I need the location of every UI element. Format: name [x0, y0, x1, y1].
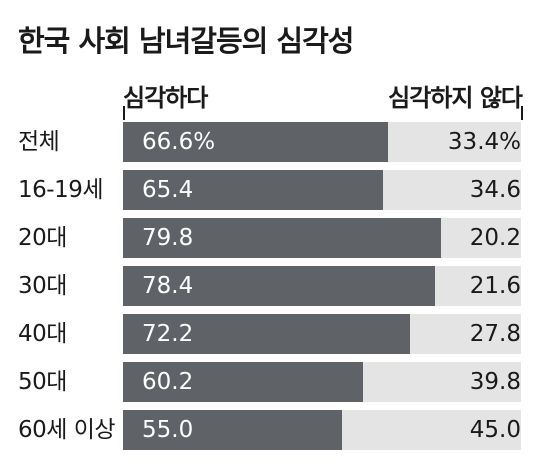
- value-label-not-serious: 34.6: [469, 177, 521, 203]
- bar-row: 16-19세 65.4 34.6: [0, 170, 540, 210]
- bar-row: 60세 이상 55.0 45.0: [0, 410, 540, 450]
- value-label-not-serious: 33.4%: [447, 129, 521, 155]
- value-label-serious: 55.0: [142, 417, 194, 443]
- value-label-serious: 65.4: [142, 177, 194, 203]
- bar-row: 30대 78.4 21.6: [0, 266, 540, 306]
- bar-not-serious: 55.0 45.0: [123, 410, 521, 450]
- bar-not-serious: 72.2 27.8: [123, 314, 521, 354]
- value-label-serious: 79.8: [142, 225, 194, 251]
- value-label-not-serious: 39.8: [469, 369, 521, 395]
- legend-serious: 심각하다: [123, 84, 208, 112]
- value-label-serious: 72.2: [142, 321, 194, 347]
- bar-serious: 79.8: [123, 218, 441, 258]
- bar-serious: 72.2: [123, 314, 411, 354]
- bar-row: 50대 60.2 39.8: [0, 362, 540, 402]
- category-label: 50대: [18, 369, 67, 395]
- bar-serious: 66.6%: [123, 122, 389, 162]
- category-label: 전체: [18, 129, 60, 155]
- bar-not-serious: 79.8 20.2: [123, 218, 521, 258]
- legend-tick-left: [123, 106, 125, 120]
- category-label: 20대: [18, 225, 67, 251]
- value-label-serious: 78.4: [142, 273, 194, 299]
- bar-serious: 78.4: [123, 266, 436, 306]
- category-label: 16-19세: [18, 177, 104, 203]
- bar-not-serious: 60.2 39.8: [123, 362, 521, 402]
- chart-title: 한국 사회 남녀갈등의 심각성: [18, 24, 354, 58]
- bar-serious: 55.0: [123, 410, 342, 450]
- bar-row: 40대 72.2 27.8: [0, 314, 540, 354]
- category-label: 30대: [18, 273, 67, 299]
- category-label: 60세 이상: [18, 417, 116, 443]
- bar-not-serious: 78.4 21.6: [123, 266, 521, 306]
- value-label-not-serious: 20.2: [469, 225, 521, 251]
- legend-not-serious: 심각하지 않다: [388, 84, 523, 112]
- value-label-serious: 66.6%: [142, 129, 216, 155]
- bar-serious: 65.4: [123, 170, 384, 210]
- bar-not-serious: 65.4 34.6: [123, 170, 521, 210]
- bar-serious: 60.2: [123, 362, 363, 402]
- bar-row: 전체 66.6% 33.4%: [0, 122, 540, 162]
- value-label-not-serious: 45.0: [469, 417, 521, 443]
- bar-not-serious: 66.6% 33.4%: [123, 122, 521, 162]
- value-label-serious: 60.2: [142, 369, 194, 395]
- value-label-not-serious: 21.6: [469, 273, 521, 299]
- value-label-not-serious: 27.8: [469, 321, 521, 347]
- legend-tick-right: [521, 106, 523, 120]
- category-label: 40대: [18, 321, 67, 347]
- bar-row: 20대 79.8 20.2: [0, 218, 540, 258]
